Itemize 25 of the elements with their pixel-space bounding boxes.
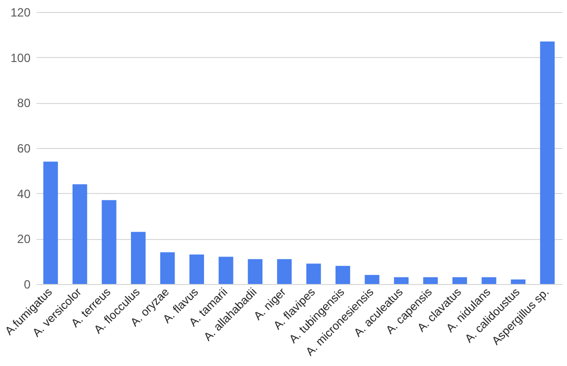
y-tick-label: 100 — [10, 50, 31, 65]
bar — [306, 264, 321, 284]
bar — [189, 254, 204, 284]
y-tick-label: 120 — [10, 6, 31, 20]
bar — [160, 252, 175, 284]
y-tick-label: 60 — [17, 142, 31, 156]
bar — [510, 279, 526, 284]
y-tick-label: 80 — [17, 96, 31, 110]
bar — [452, 277, 468, 284]
bar — [72, 184, 88, 284]
bar — [102, 200, 116, 284]
bar — [43, 162, 58, 284]
bar — [540, 41, 555, 284]
y-tick-label: 20 — [17, 232, 31, 246]
bar — [364, 274, 380, 284]
bar — [394, 277, 409, 284]
bar — [482, 277, 496, 284]
bar — [248, 259, 262, 284]
bar — [423, 277, 438, 284]
bar — [277, 259, 292, 284]
y-tick-label: 40 — [17, 186, 31, 201]
y-tick-label: 0 — [24, 278, 31, 292]
bar — [130, 232, 146, 284]
bar — [336, 266, 350, 284]
bar — [218, 256, 234, 284]
